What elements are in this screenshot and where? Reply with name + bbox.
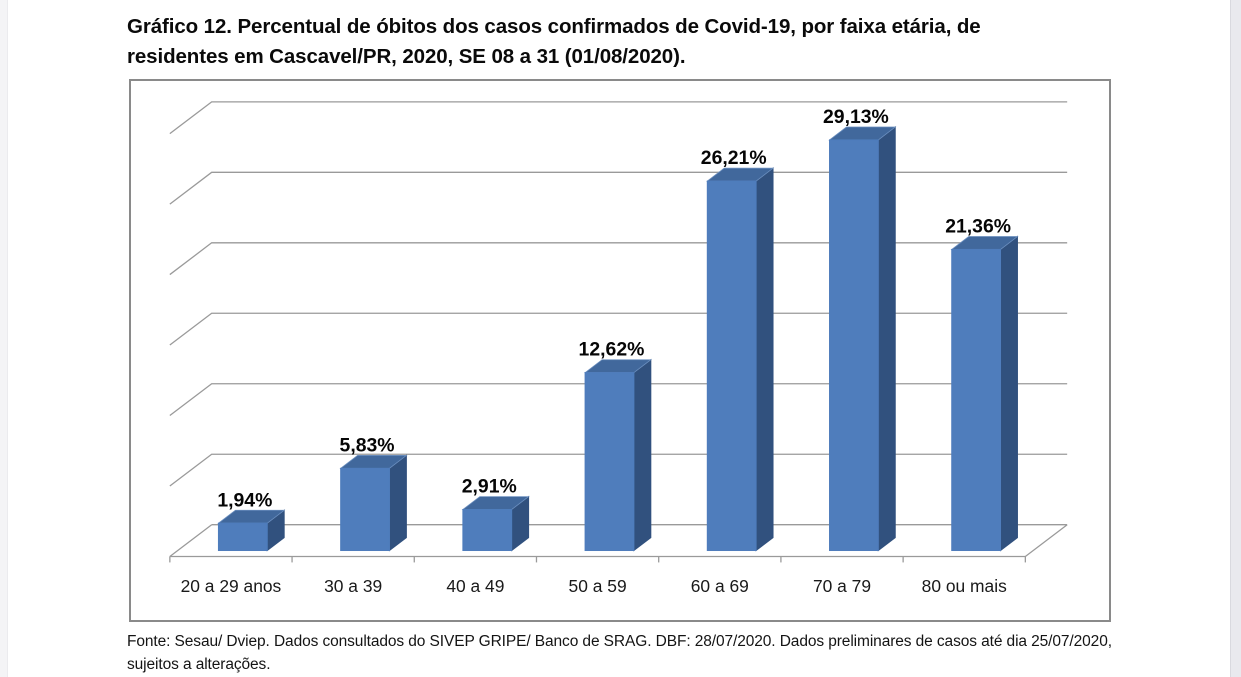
bar-20-a-29-anos (217, 509, 286, 552)
bar-front-face (584, 372, 635, 552)
bar-80-ou-mais (950, 235, 1019, 552)
bar-front-face (951, 248, 1002, 552)
gridline-15pct (169, 312, 1068, 346)
bar-front-face (706, 180, 757, 552)
bar-side-face (388, 454, 407, 552)
gridline-20pct (169, 242, 1068, 276)
gridline-5pct (169, 453, 1068, 487)
bar-70-a-79 (828, 126, 897, 552)
source-note-line2: sujeitos a alterações. (127, 656, 271, 674)
page-left-margin (0, 0, 8, 677)
gridline-30pct (169, 101, 1068, 135)
bar-chart-plot: 1,94% 20 a 29 anos 5,83% 30 a 39 2,91% 40 a 4… (169, 101, 1068, 596)
chart-source-note: Fonte: Sesau/ Dviep. Dados consultados d… (127, 630, 1137, 677)
category-label-80-ou-mais: 80 ou mais (922, 576, 1007, 596)
bar-40-a-49 (461, 495, 530, 552)
chart-title-line2: residentes em Cascavel/PR, 2020, SE 08 a… (127, 45, 686, 69)
data-label-50-a-59: 12,62% (579, 339, 645, 361)
category-label-60-a-69: 60 a 69 (691, 576, 749, 596)
chart-frame: 1,94% 20 a 29 anos 5,83% 30 a 39 2,91% 40 a 4… (129, 79, 1111, 622)
bar-60-a-69 (706, 167, 775, 552)
bar-front-face (462, 509, 513, 552)
bar-side-face (877, 126, 896, 552)
bar-50-a-59 (583, 358, 652, 552)
data-label-80-ou-mais: 21,36% (945, 216, 1011, 238)
data-label-70-a-79: 29,13% (823, 106, 889, 128)
gridline-25pct (169, 171, 1068, 205)
category-label-20-a-29-anos: 20 a 29 anos (181, 576, 282, 596)
source-note-line1: Fonte: Sesau/ Dviep. Dados consultados d… (127, 633, 1112, 650)
data-label-40-a-49: 2,91% (462, 476, 517, 498)
category-label-40-a-49: 40 a 49 (446, 576, 504, 596)
bar-front-face (217, 522, 268, 552)
gridline-10pct (169, 383, 1068, 417)
bar-30-a-39 (339, 454, 408, 552)
chart-title-line1: Gráfico 12. Percentual de óbitos dos cas… (127, 15, 981, 38)
scrollbar-track[interactable] (1230, 0, 1241, 677)
bar-front-face (340, 467, 390, 552)
category-label-50-a-59: 50 a 59 (569, 576, 627, 596)
bar-side-face (1000, 235, 1018, 552)
bar-side-face (755, 167, 774, 552)
chart-title: Gráfico 12. Percentual de óbitos dos cas… (127, 12, 1137, 72)
data-label-30-a-39: 5,83% (340, 434, 395, 456)
bar-front-face (829, 139, 879, 552)
bar-side-face (633, 358, 652, 552)
category-label-30-a-39: 30 a 39 (324, 576, 382, 596)
data-label-20-a-29-anos: 1,94% (217, 489, 272, 511)
category-label-70-a-79: 70 a 79 (813, 576, 871, 596)
data-label-60-a-69: 26,21% (701, 147, 767, 169)
